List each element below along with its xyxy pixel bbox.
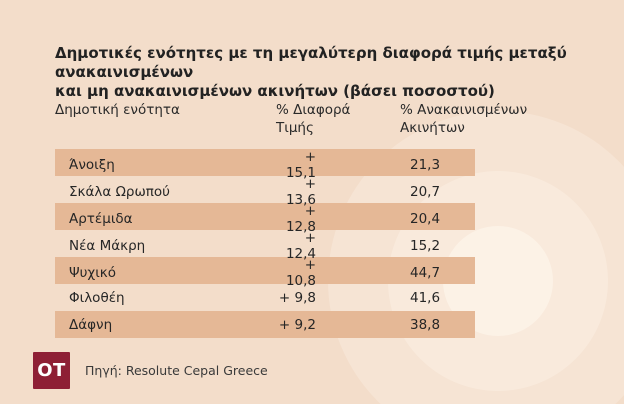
cell-renovated-pct: 41,6	[410, 289, 441, 306]
cell-municipal-unit: Άνοιξη	[69, 157, 115, 173]
cell-municipal-unit: Φιλοθέη	[69, 289, 125, 306]
cell-municipal-unit: Σκάλα Ωρωπού	[69, 184, 170, 200]
cell-price-diff: + 13,6	[285, 176, 316, 208]
table-row: Αρτέμιδα + 12,8 20,4	[55, 203, 475, 235]
cell-renovated-pct: 20,7	[410, 184, 441, 200]
column-header-municipal-unit: Δημοτική ενότητα	[55, 102, 180, 118]
chart-title-line-2: και μη ανακαινισμένων ακινήτων (βάσει πο…	[55, 82, 495, 100]
cell-price-diff: + 10,8	[285, 257, 316, 289]
table-body: Άνοιξη + 15,1 21,3 Σκάλα Ωρωπού + 13,6 2…	[55, 149, 475, 338]
source-text: Πηγή: Resolute Cepal Greece	[85, 363, 268, 378]
table-row: Ψυχικό + 10,8 44,7	[55, 257, 475, 289]
table-row: Δάφνη + 9,2 38,8	[55, 311, 475, 338]
cell-price-diff: + 9,8	[278, 289, 316, 306]
table-header: Δημοτική ενότητα % Διαφορά Τιμής % Ανακα…	[55, 101, 527, 137]
cell-price-diff: + 9,2	[278, 316, 316, 333]
cell-municipal-unit: Αρτέμιδα	[69, 211, 133, 227]
table-row: Νέα Μάκρη + 12,4 15,2	[55, 230, 475, 262]
chart-title-line-1: Δημοτικές ενότητες με τη μεγαλύτερη διαφ…	[55, 44, 567, 81]
cell-price-diff: + 12,4	[285, 230, 316, 262]
cell-price-diff: + 12,8	[285, 203, 316, 235]
cell-price-diff: + 15,1	[285, 149, 316, 181]
chart-title: Δημοτικές ενότητες με τη μεγαλύτερη διαφ…	[55, 44, 600, 101]
table-row: Σκάλα Ωρωπού + 13,6 20,7	[55, 176, 475, 208]
cell-renovated-pct: 20,4	[410, 211, 441, 227]
cell-renovated-pct: 38,8	[410, 316, 441, 333]
table-row: Φιλοθέη + 9,8 41,6	[55, 284, 475, 311]
cell-renovated-pct: 21,3	[410, 157, 441, 173]
column-header-renovated-pct: % Ανακαινισμένων Ακινήτων	[400, 102, 528, 136]
ot-logo: OT	[33, 352, 70, 389]
cell-renovated-pct: 44,7	[410, 265, 441, 281]
footer: OT Πηγή: Resolute Cepal Greece	[33, 352, 268, 389]
cell-municipal-unit: Νέα Μάκρη	[69, 238, 146, 254]
cell-municipal-unit: Δάφνη	[69, 316, 113, 333]
cell-municipal-unit: Ψυχικό	[69, 265, 117, 281]
cell-renovated-pct: 15,2	[410, 238, 441, 254]
column-header-price-diff: % Διαφορά Τιμής	[276, 102, 351, 136]
table-row: Άνοιξη + 15,1 21,3	[55, 149, 475, 181]
